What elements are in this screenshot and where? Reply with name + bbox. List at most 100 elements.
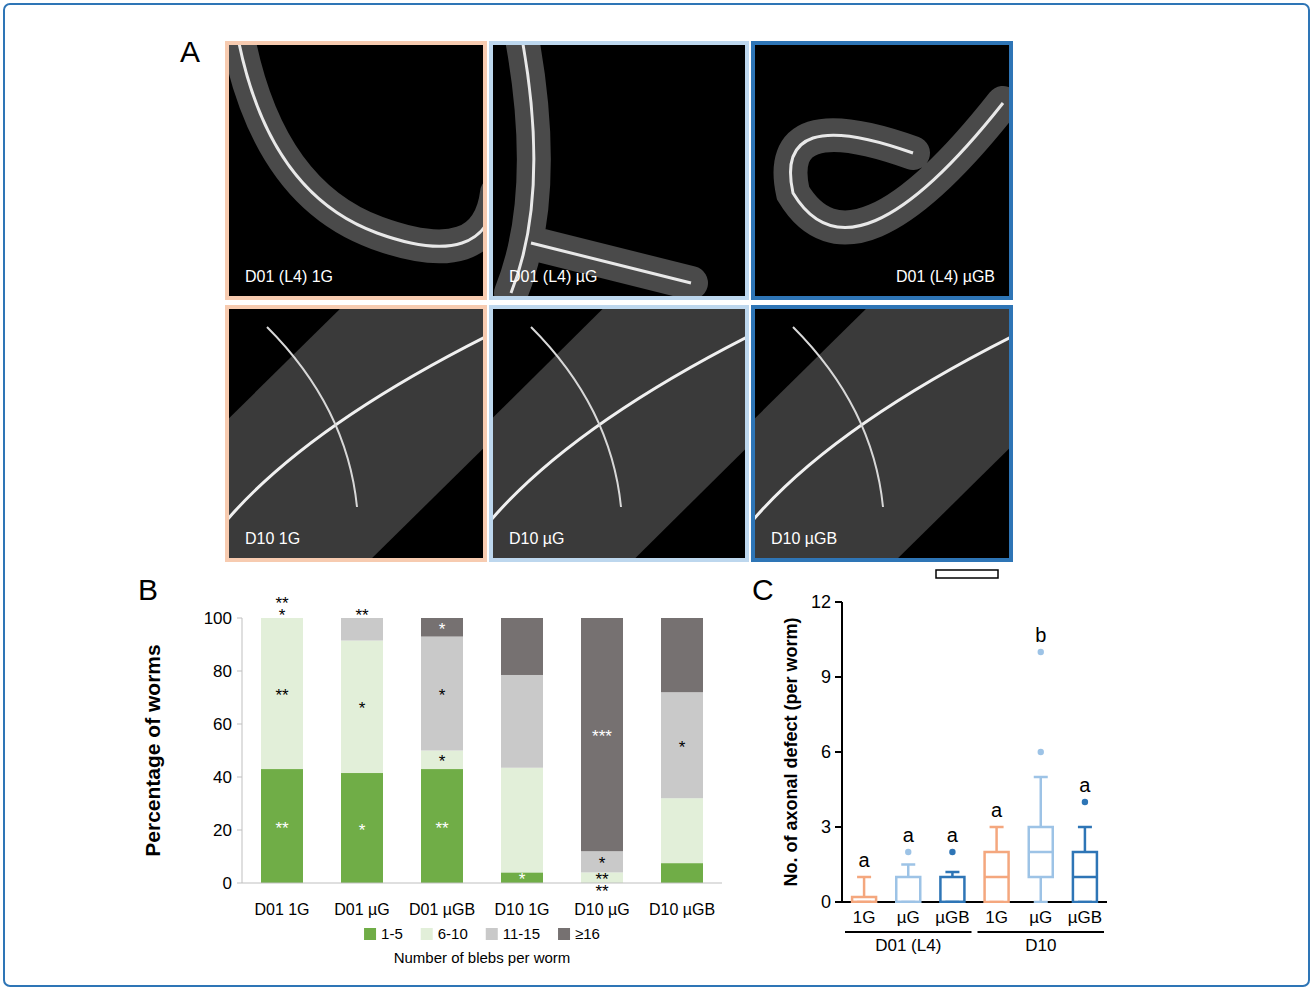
whisker-upper	[907, 865, 910, 878]
median	[852, 901, 876, 903]
tick-label: 1G	[853, 908, 876, 927]
tick	[835, 676, 842, 678]
tick	[237, 724, 242, 725]
significance-label: **	[275, 686, 289, 705]
tick	[835, 751, 842, 753]
commissure	[267, 327, 357, 507]
legend-label: 11-15	[503, 925, 540, 942]
median	[896, 901, 920, 903]
image-label: D10 µGB	[771, 530, 837, 547]
bars	[261, 618, 703, 883]
whisker-upper	[1084, 827, 1087, 852]
image-content	[511, 43, 691, 293]
bar-segment	[661, 798, 703, 863]
image-frame	[753, 43, 1011, 298]
whisker-cap	[1078, 826, 1092, 829]
micrograph: D01 (L4) 1G	[227, 33, 497, 298]
significance-label: *	[359, 699, 366, 718]
image-ground	[753, 43, 1011, 298]
group-letter: a	[991, 799, 1003, 821]
commissure	[531, 327, 621, 507]
box	[940, 877, 964, 902]
median	[940, 901, 964, 903]
nerve-cord	[791, 103, 1004, 227]
axis-line	[842, 901, 1107, 903]
significance-label: *	[599, 854, 606, 873]
whisker-cap	[1034, 901, 1048, 903]
group-letter: a	[859, 849, 871, 871]
whisker-cap	[1034, 776, 1048, 779]
group-label: D10	[1025, 936, 1056, 955]
group-letter: a	[1079, 774, 1091, 796]
tick-label: D10 µG	[574, 901, 629, 918]
image-content	[791, 103, 1004, 227]
legend-label: 6-10	[438, 925, 468, 942]
tick-label: 0	[223, 874, 232, 893]
axis-title: No. of axonal defect (per worm)	[781, 617, 801, 886]
bar-segment	[501, 768, 543, 873]
tick-label: 100	[204, 609, 232, 628]
bar-segment	[661, 863, 703, 883]
whisker-cap	[901, 863, 915, 866]
box	[1029, 827, 1053, 877]
significance-label: ***	[592, 727, 612, 746]
image-content	[753, 307, 1011, 560]
nerve-cord	[511, 43, 691, 293]
group-letter: b	[1035, 624, 1046, 646]
panel-letter: B	[138, 573, 158, 606]
whisker-upper	[1040, 777, 1043, 827]
tick	[237, 830, 242, 831]
whisker-upper	[863, 877, 866, 897]
tick	[237, 671, 242, 672]
legend-swatch	[364, 928, 376, 940]
bar-segment	[261, 618, 303, 769]
image-frame	[753, 307, 1011, 560]
tick-label: D01 1G	[254, 901, 309, 918]
whisker-cap	[990, 826, 1004, 829]
tick	[835, 901, 842, 903]
axis-title: Number of blebs per worm	[394, 949, 571, 966]
image-content	[237, 43, 485, 246]
tick-label: µGB	[935, 908, 969, 927]
significance-label: *	[439, 620, 446, 639]
tick-label: 12	[811, 592, 831, 612]
commissure	[793, 327, 883, 507]
tick-label: 1G	[985, 908, 1008, 927]
whisker-upper	[995, 827, 998, 852]
axis-line	[841, 602, 843, 902]
bar-segment	[661, 692, 703, 798]
worm-body	[227, 307, 485, 560]
axis-line	[242, 883, 722, 884]
image-content	[227, 307, 485, 560]
legend-swatch	[558, 928, 570, 940]
worm-body	[237, 43, 485, 246]
axis-line	[242, 618, 243, 883]
micrograph: D10 µG	[451, 267, 787, 600]
bar-segment	[501, 618, 543, 675]
image-frame	[227, 307, 485, 560]
median	[1073, 876, 1097, 879]
tick-label: D01 µG	[334, 901, 389, 918]
tick-label: 80	[213, 662, 232, 681]
image-frame	[491, 43, 747, 298]
image-content	[491, 307, 747, 560]
worm-body	[753, 307, 1011, 560]
whisker-cap	[857, 876, 871, 879]
group-letter: a	[947, 824, 959, 846]
box	[852, 897, 876, 902]
micrograph: D01 (L4) µG	[491, 33, 747, 298]
bar-segment	[261, 769, 303, 883]
bar-segment	[341, 641, 383, 774]
worm-body	[491, 307, 747, 560]
tick-label: 0	[821, 892, 831, 912]
tick-label: D10 1G	[494, 901, 549, 918]
outlier	[1038, 749, 1044, 755]
micrograph: D10 1G	[187, 267, 525, 600]
legend-label: ≥16	[575, 925, 600, 942]
outlier	[1038, 649, 1044, 655]
tick-label: 40	[213, 768, 232, 787]
tick	[835, 826, 842, 828]
image-label: D10 µG	[509, 530, 564, 547]
significance-label: *	[519, 870, 526, 889]
scale-bar	[936, 570, 998, 578]
